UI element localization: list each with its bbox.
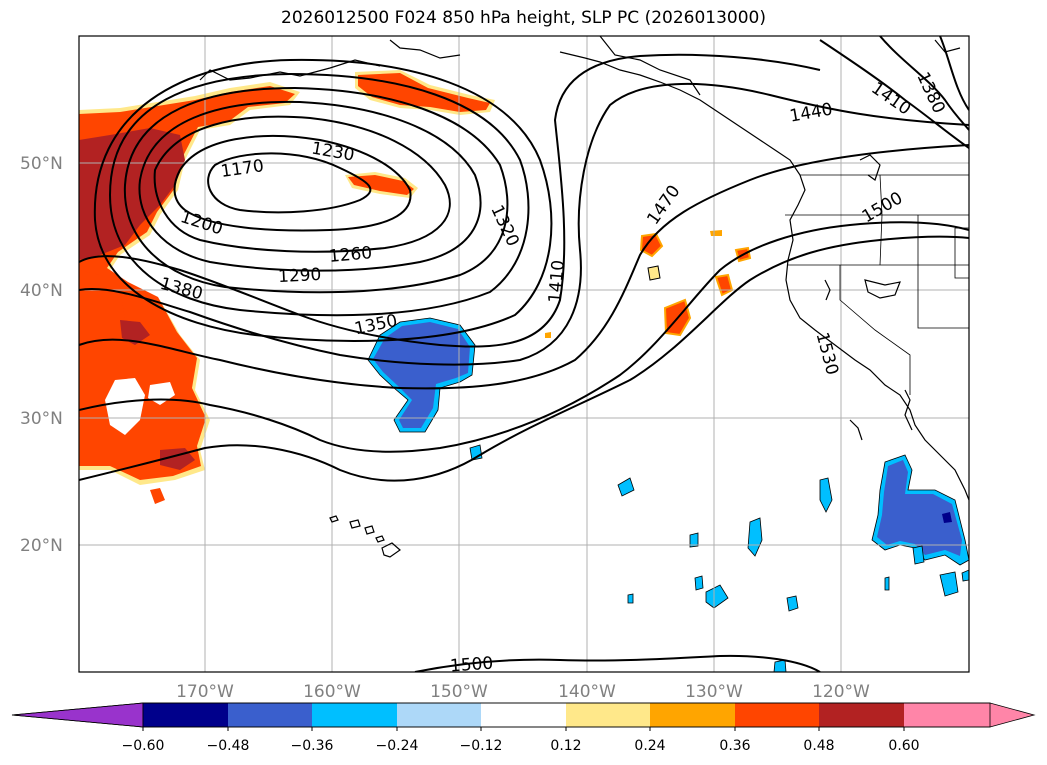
lon-label-160w: 160°W: [303, 682, 361, 702]
positive-anomaly-small-patches: [545, 230, 752, 338]
lon-label-170w: 170°W: [176, 682, 234, 702]
contour-label-1500-south: 1500: [449, 654, 494, 677]
colorbar-segment-5: [481, 703, 566, 727]
colorbar-segment-9: [819, 703, 904, 727]
lon-label-120w: 120°W: [812, 682, 870, 702]
colorbar-tick-3: −0.36: [291, 738, 334, 754]
map-area: [79, 36, 969, 672]
colorbar-segment-6: [566, 703, 650, 727]
height-contours: [79, 36, 969, 672]
contour-label-1290: 1290: [278, 265, 322, 287]
contour-label-1410: 1410: [545, 259, 569, 304]
colorbar-segment-1: [143, 703, 228, 727]
colorbar-segment-3: [312, 703, 397, 727]
lat-label-30n: 30°N: [20, 409, 63, 429]
negative-anomaly-small-patches: [469, 444, 969, 672]
positive-anomaly-region-west: [79, 82, 300, 485]
colorbar-tick-1: −0.60: [122, 738, 165, 754]
colorbar-tick-10: 0.60: [888, 738, 919, 754]
map-title: 2026012500 F024 850 hPa height, SLP PC (…: [281, 8, 766, 28]
lat-label-50n: 50°N: [20, 154, 63, 174]
hawaiian-islands: [329, 515, 401, 558]
colorbar-tick-4: −0.24: [376, 738, 419, 754]
lon-label-150w: 150°W: [430, 682, 488, 702]
colorbar-tick-5: −0.12: [460, 738, 503, 754]
coastlines: [199, 36, 969, 501]
colorbar: −0.60 −0.48 −0.36 −0.24 −0.12 0.12 0.24 …: [11, 702, 1036, 754]
latitude-labels: 50°N 40°N 30°N 20°N: [20, 154, 63, 556]
lat-label-40n: 40°N: [20, 281, 63, 301]
colorbar-tick-6: 0.12: [550, 738, 581, 754]
colorbar-tick-9: 0.48: [803, 738, 834, 754]
negative-anomaly-region-southeast: [871, 454, 969, 597]
colorbar-segment-4: [397, 703, 481, 727]
colorbar-segment-2: [228, 703, 312, 727]
colorbar-max-extension: [904, 703, 1034, 727]
longitude-labels: 170°W 160°W 150°W 140°W 130°W 120°W: [176, 682, 870, 702]
colorbar-tick-7: 0.24: [634, 738, 665, 754]
map-frame: [78, 35, 970, 673]
colorbar-tick-8: 0.36: [719, 738, 750, 754]
colorbar-segment-7: [650, 703, 735, 727]
lat-label-20n: 20°N: [20, 536, 63, 556]
contour-label-1260: 1260: [328, 243, 373, 267]
colorbar-min-extension: [11, 702, 144, 728]
colorbar-tick-2: −0.48: [207, 738, 250, 754]
lon-label-130w: 130°W: [685, 682, 743, 702]
lon-label-140w: 140°W: [558, 682, 616, 702]
colorbar-segment-8: [735, 703, 819, 727]
